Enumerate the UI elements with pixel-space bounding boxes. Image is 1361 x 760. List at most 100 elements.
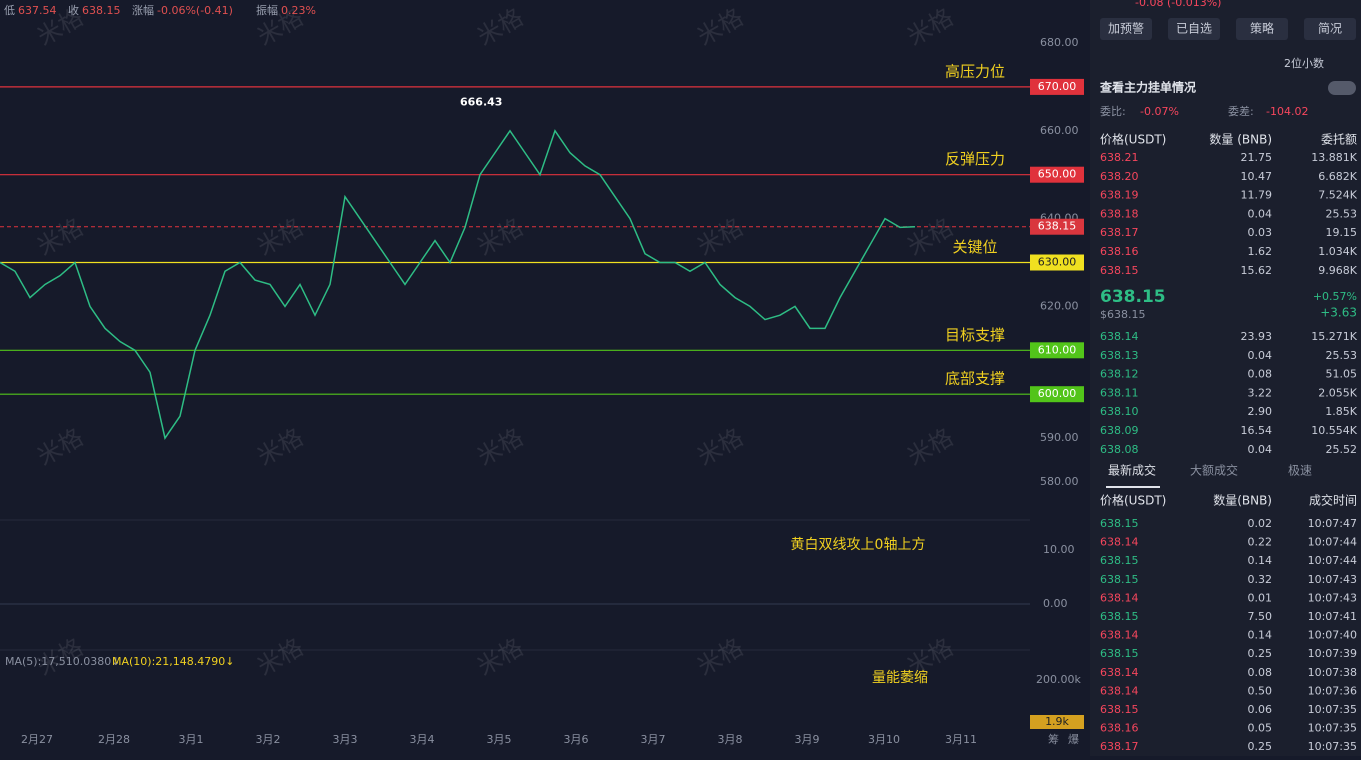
y-tick-label: 590.00: [1040, 431, 1079, 444]
level-name: 目标支撑: [945, 326, 1005, 344]
button-label[interactable]: 加预警: [1108, 21, 1144, 36]
stat-label: 收: [68, 3, 79, 17]
book-cell: 11.79: [1241, 189, 1273, 202]
button[interactable]: [1100, 18, 1152, 40]
book-cell: 638.11: [1100, 386, 1139, 399]
trade-time: 10:07:35: [1308, 740, 1357, 753]
tab[interactable]: 极速: [1288, 464, 1312, 478]
book-cell: 638.13: [1100, 349, 1139, 362]
book-cell: 16.54: [1241, 424, 1273, 437]
level-box: [1030, 386, 1084, 403]
tab[interactable]: 大额成交: [1190, 463, 1238, 478]
trade-price: 638.14: [1100, 684, 1139, 697]
diff-value: -104.02: [1266, 105, 1308, 118]
book-cell: 0.08: [1248, 368, 1273, 381]
toggle[interactable]: [1328, 81, 1356, 95]
book-cell: 10.554K: [1311, 424, 1357, 437]
book-cell: 638.14: [1100, 330, 1139, 343]
book-cell: 638.19: [1100, 189, 1139, 202]
trade-time: 10:07:44: [1308, 536, 1357, 549]
stat-value: 637.54: [18, 4, 57, 17]
ma-text: MA(10):21,148.4790↓: [112, 655, 235, 668]
trade-time: 10:07:41: [1308, 610, 1357, 623]
decimals[interactable]: 2位小数: [1284, 56, 1324, 70]
trade-qty: 0.32: [1248, 573, 1273, 586]
trade-qty: 0.25: [1248, 740, 1273, 753]
book-cell: 638.10: [1100, 405, 1139, 418]
book-cell: 0.03: [1248, 226, 1273, 239]
x-tick-label: 3月3: [333, 733, 358, 746]
peak-label: 666.43: [460, 96, 502, 109]
trade-price: 638.17: [1100, 740, 1139, 753]
level-name: 关键位: [952, 238, 997, 256]
stat-value: 638.15: [82, 4, 121, 17]
trade-qty: 0.01: [1248, 591, 1273, 604]
trade-time: 10:07:39: [1308, 647, 1357, 660]
diff-label: 委差:: [1228, 104, 1254, 118]
trade-price: 638.14: [1100, 591, 1139, 604]
button[interactable]: [1304, 18, 1356, 40]
vol-box: [1030, 715, 1084, 729]
level-box: [1030, 78, 1084, 95]
macd-tick: 0.00: [1043, 597, 1068, 610]
button[interactable]: [1168, 18, 1220, 40]
trade-qty: 0.22: [1248, 536, 1273, 549]
level-box: [1030, 166, 1084, 183]
trade-qty: 7.50: [1248, 610, 1273, 623]
level-name: 底部支撑: [945, 370, 1005, 388]
book-cell: 7.524K: [1318, 189, 1357, 202]
book-cell: 3.22: [1248, 386, 1273, 399]
trade-time: 10:07:35: [1308, 703, 1357, 716]
trade-price: 638.15: [1100, 647, 1139, 660]
book-cell: 23.93: [1241, 330, 1273, 343]
level-box: [1030, 254, 1084, 271]
current-label: 638.15: [1038, 220, 1077, 233]
book-cell: 1.034K: [1318, 245, 1357, 258]
book-cell: 25.53: [1326, 349, 1358, 362]
depth-title[interactable]: 查看主力挂单情况: [1099, 80, 1196, 95]
trade-qty: 0.14: [1248, 629, 1273, 642]
trade-price: 638.15: [1100, 610, 1139, 623]
macd-tick: 10.00: [1043, 543, 1075, 556]
level-box: [1030, 342, 1084, 359]
stat-label: 振幅: [256, 3, 278, 17]
mid-price: 638.15: [1100, 287, 1166, 307]
book-cell: 51.05: [1326, 368, 1358, 381]
y-tick-label: 660.00: [1040, 124, 1079, 137]
y-tick-label: 620.00: [1040, 299, 1079, 312]
level-label: 670.00: [1038, 80, 1077, 93]
trade-qty: 0.05: [1248, 722, 1273, 735]
button-label[interactable]: 策略: [1250, 21, 1274, 36]
x-tick-label: 3月2: [256, 733, 281, 746]
book-cell: 2.90: [1248, 405, 1273, 418]
book-cell: 638.18: [1100, 207, 1139, 220]
x-tick-label: 3月9: [795, 733, 820, 746]
book-cell: 638.12: [1100, 368, 1139, 381]
col-header: 价格(USDT): [1100, 493, 1166, 508]
stat-label: 涨幅: [132, 4, 154, 17]
book-cell: 0.04: [1248, 207, 1273, 220]
book-cell: 15.62: [1241, 264, 1273, 277]
trade-qty: 0.14: [1248, 554, 1273, 567]
book-cell: 25.52: [1326, 443, 1358, 456]
book-cell: 0.04: [1248, 349, 1273, 362]
trade-qty: 0.25: [1248, 647, 1273, 660]
level-name: 高压力位: [945, 62, 1005, 80]
book-cell: 638.09: [1100, 424, 1139, 437]
tab[interactable]: 最新成交: [1108, 463, 1156, 478]
ma-text: MA(5):17,510.0380↓: [5, 655, 121, 668]
trade-price: 638.15: [1100, 573, 1139, 586]
book-cell: 2.055K: [1318, 386, 1357, 399]
book-cell: 10.47: [1241, 170, 1273, 183]
ratio-value: -0.07%: [1140, 105, 1179, 118]
level-name: 反弹压力: [945, 150, 1005, 168]
button[interactable]: [1236, 18, 1288, 40]
button-label[interactable]: 简况: [1318, 22, 1342, 36]
level-label: 610.00: [1038, 343, 1077, 356]
trade-time: 10:07:47: [1308, 517, 1357, 530]
book-cell: 13.881K: [1311, 151, 1357, 164]
trade-qty: 0.02: [1248, 517, 1273, 530]
price-line: [0, 129, 916, 440]
button-label[interactable]: 已自选: [1176, 22, 1212, 36]
